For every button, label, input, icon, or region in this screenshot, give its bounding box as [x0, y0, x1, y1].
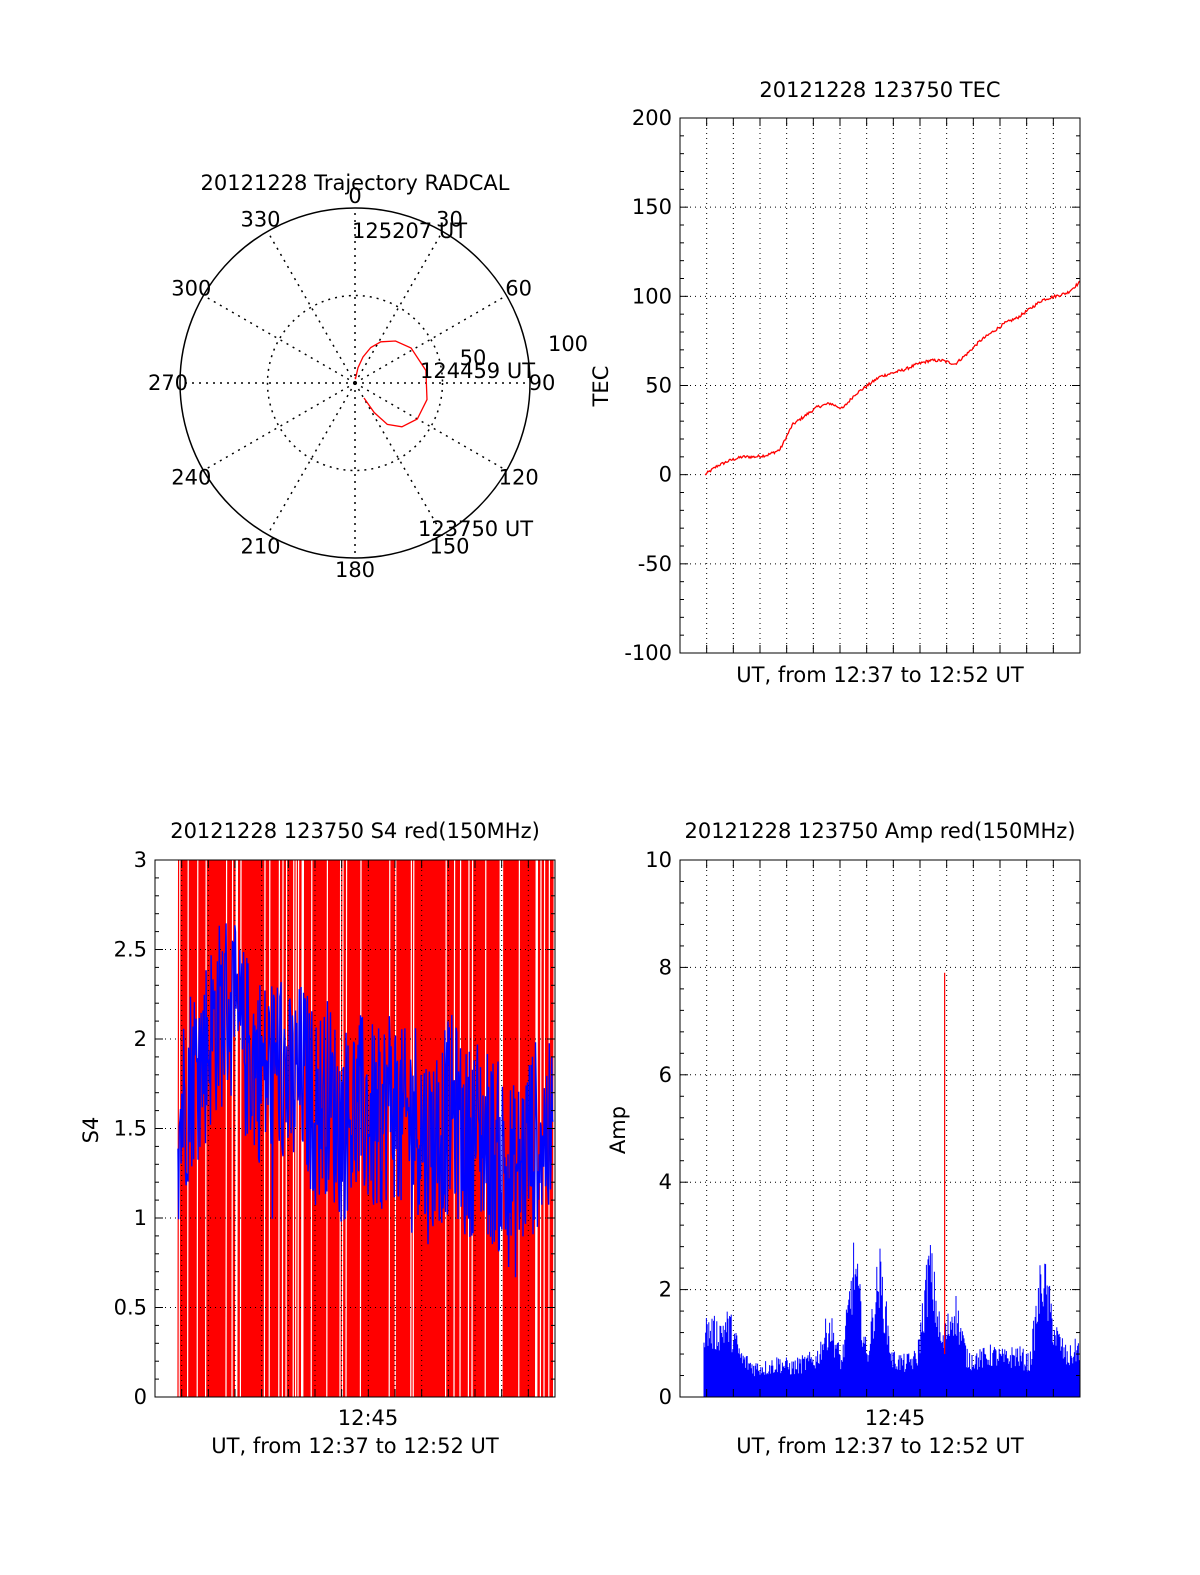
s4-y-label: S4 [79, 1117, 103, 1144]
y-tick-label-2: 2 [134, 1027, 147, 1051]
amp-x-tick-1245: 12:45 [865, 1406, 926, 1430]
track-mid-label: 124459 UT [420, 359, 535, 383]
tec-chart: 20121228 123750 TEC -100-50050100150200 … [589, 78, 1081, 687]
polar-spoke-300 [203, 294, 356, 384]
y-tick-label-50: 50 [645, 374, 672, 398]
y-tick-label-1.5: 1.5 [114, 1117, 147, 1141]
y-tick-label-0.5: 0.5 [114, 1296, 147, 1320]
y-tick-label--50: -50 [638, 552, 672, 576]
y-tick-label-0: 0 [659, 1385, 672, 1409]
polar-outer-ring [179, 207, 531, 559]
azimuth-label-180: 180 [335, 558, 375, 582]
polar-labels: 0 30 60 90 120 150 180 210 240 270 300 330 50 100 [148, 184, 588, 582]
s4-x-label: UT, from 12:37 to 12:52 UT [211, 1434, 499, 1458]
tec-x-label: UT, from 12:37 to 12:52 UT [736, 663, 1024, 687]
polar-inner-ring [266, 294, 444, 472]
azimuth-label-90: 90 [529, 371, 556, 395]
azimuth-label-120: 120 [499, 466, 539, 490]
amp-x-label: UT, from 12:37 to 12:52 UT [736, 1434, 1024, 1458]
y-tick-label-1: 1 [134, 1206, 147, 1230]
s4-plot-frame [154, 859, 556, 1398]
polar-spoke-150 [354, 382, 444, 535]
y-tick-label--100: -100 [624, 641, 672, 665]
tec-series-line [704, 280, 1081, 476]
track-start-label: 123750 UT [418, 517, 533, 541]
azimuth-label-300: 300 [171, 277, 211, 301]
y-tick-label-10: 10 [645, 848, 672, 872]
y-tick-label-8: 8 [659, 955, 672, 979]
y-tick-label-3: 3 [134, 848, 147, 872]
polar-grid [179, 207, 531, 559]
tec-grid [680, 118, 1080, 653]
s4-blue-series [177, 923, 554, 1278]
trajectory-line [354, 340, 428, 428]
amp-blue-fill [703, 1242, 1081, 1397]
y-tick-label-100: 100 [632, 284, 672, 308]
polar-spoke-120 [354, 382, 507, 472]
amp-title: 20121228 123750 Amp red(150MHz) [684, 819, 1075, 843]
track-end-label: 125207 UT [352, 219, 467, 243]
azimuth-label-60: 60 [505, 277, 532, 301]
polar-spoke-330 [266, 231, 356, 384]
tec-title: 20121228 123750 TEC [759, 78, 1000, 102]
s4-title: 20121228 123750 S4 red(150MHz) [170, 819, 540, 843]
azimuth-label-270: 270 [148, 371, 188, 395]
s4-y-ticks: 0 0.5 1 1.5 2 2.5 3 [114, 848, 555, 1409]
tec-y-label: TEC [589, 366, 613, 408]
amp-plot-frame [679, 859, 1081, 1398]
s4-x-tick-1245: 12:45 [338, 1406, 399, 1430]
amp-y-ticks: 0 2 4 6 8 10 [645, 848, 1080, 1409]
azimuth-label-30: 30 [436, 207, 463, 231]
azimuth-label-240: 240 [171, 466, 211, 490]
y-tick-label-4: 4 [659, 1170, 672, 1194]
y-tick-label-0: 0 [659, 463, 672, 487]
polar-spoke-240 [203, 382, 356, 472]
azimuth-label-0: 0 [348, 184, 361, 208]
polar-spoke-60 [354, 294, 507, 384]
y-tick-label-200: 200 [632, 106, 672, 130]
y-tick-label-2.5: 2.5 [114, 938, 147, 962]
azimuth-label-150: 150 [429, 535, 469, 559]
tec-y-ticks: -100 -50 0 50 100 150 200 [624, 106, 1080, 665]
amp-blue-series [703, 1242, 1081, 1397]
tec-plot-frame [679, 117, 1081, 654]
s4-chart: 20121228 123750 S4 red(150MHz) 0 0.5 1 1.5 2… [79, 819, 556, 1458]
azimuth-label-330: 330 [240, 207, 280, 231]
polar-spoke-30 [354, 231, 444, 384]
y-tick-label-2: 2 [659, 1278, 672, 1302]
ring-label-100: 100 [548, 332, 588, 356]
y-tick-label-6: 6 [659, 1063, 672, 1087]
polar-spoke-210 [266, 382, 356, 535]
ring-label-50: 50 [460, 346, 487, 370]
trajectory-chart: 20121228 Trajectory RADCAL 0 30 60 90 120 150… [148, 171, 588, 582]
y-tick-label-150: 150 [632, 195, 672, 219]
amp-y-label: Amp [606, 1106, 630, 1154]
azimuth-label-210: 210 [240, 535, 280, 559]
y-tick-label-0: 0 [134, 1385, 147, 1409]
trajectory-title: 20121228 Trajectory RADCAL [201, 171, 510, 195]
amp-chart: 20121228 123750 Amp red(150MHz) 0246810 … [606, 819, 1081, 1458]
